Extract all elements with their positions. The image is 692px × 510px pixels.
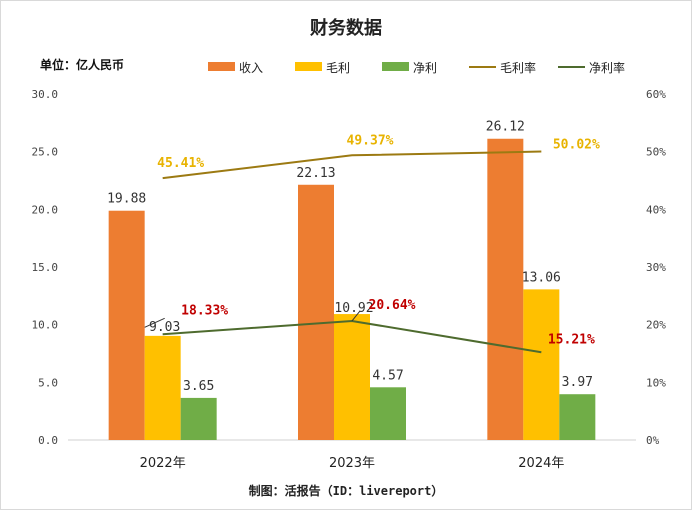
left-axis-ticks: 0.0 5.0 10.0 15.0 20.0 25.0 30.0	[32, 88, 59, 447]
legend-label: 收入	[239, 61, 263, 75]
bar-series: 19.88 22.13 26.12 9.03 10.92 13.06 3.65 4.57 3.9…	[107, 120, 596, 440]
bar-净利	[559, 394, 596, 440]
category-labels: 2022年 2023年 2024年	[140, 456, 565, 471]
left-tick-label: 0.0	[38, 434, 58, 447]
bar-收入	[298, 184, 334, 440]
right-tick-label: 40%	[646, 203, 666, 216]
legend: 收入 毛利 净利 毛利率 净利率	[208, 60, 625, 75]
line-series: 45.41% 49.37% 50.02% 18.33% 20.64% 15.21%	[144, 133, 600, 354]
bar-value-label: 19.88	[107, 192, 146, 207]
line-value-label: 45.41%	[157, 156, 204, 171]
bar-value-label: 26.12	[486, 120, 525, 135]
left-tick-label: 10.0	[32, 319, 59, 332]
line-value-label: 15.21%	[548, 332, 595, 347]
leader-line	[351, 310, 361, 322]
right-axis-ticks: 0% 10% 20% 30% 40% 50% 60%	[646, 88, 666, 447]
line-毛利率	[162, 150, 542, 180]
legend-label: 毛利率	[500, 60, 536, 75]
bar-毛利	[144, 335, 181, 440]
bar-毛利	[334, 314, 370, 440]
right-tick-label: 20%	[646, 319, 666, 332]
right-tick-label: 10%	[646, 376, 666, 389]
left-tick-label: 30.0	[32, 88, 59, 101]
bar-value-label: 3.65	[183, 379, 214, 394]
source-note: 制图：活报告（ID：livereport）	[249, 483, 444, 498]
right-tick-label: 60%	[646, 88, 666, 101]
bar-value-label: 10.92	[334, 301, 373, 316]
legend-swatch-毛利	[295, 62, 322, 71]
right-tick-label: 0%	[646, 434, 660, 447]
bar-value-label: 13.06	[522, 270, 561, 285]
left-tick-label: 25.0	[32, 146, 59, 159]
left-tick-label: 20.0	[32, 203, 59, 216]
line-value-label: 20.64%	[369, 298, 416, 313]
line-value-label: 50.02%	[553, 138, 600, 153]
chart-title: 财务数据	[310, 17, 382, 39]
bar-净利	[370, 387, 406, 440]
right-tick-label: 30%	[646, 261, 666, 274]
bar-value-label: 3.97	[562, 375, 593, 390]
legend-label: 净利率	[589, 60, 625, 75]
legend-label: 净利	[413, 61, 437, 75]
left-tick-label: 15.0	[32, 261, 59, 274]
leader-line	[144, 317, 165, 328]
legend-label: 毛利	[326, 61, 350, 75]
bar-毛利	[523, 289, 560, 440]
legend-swatch-收入	[208, 62, 235, 71]
category-label: 2024年	[518, 456, 564, 471]
bar-value-label: 22.13	[296, 166, 335, 181]
line-value-label: 18.33%	[181, 303, 228, 318]
bar-收入	[108, 210, 145, 440]
right-tick-label: 50%	[646, 146, 666, 159]
bar-收入	[487, 138, 524, 440]
bar-value-label: 9.03	[149, 320, 180, 335]
category-label: 2023年	[329, 456, 375, 471]
legend-swatch-净利	[382, 62, 409, 71]
line-value-label: 49.37%	[347, 133, 394, 148]
bar-value-label: 4.57	[372, 368, 403, 383]
unit-label: 单位：亿人民币	[40, 57, 124, 72]
left-tick-label: 5.0	[38, 376, 58, 389]
category-label: 2022年	[140, 456, 186, 471]
bar-净利	[180, 397, 217, 440]
